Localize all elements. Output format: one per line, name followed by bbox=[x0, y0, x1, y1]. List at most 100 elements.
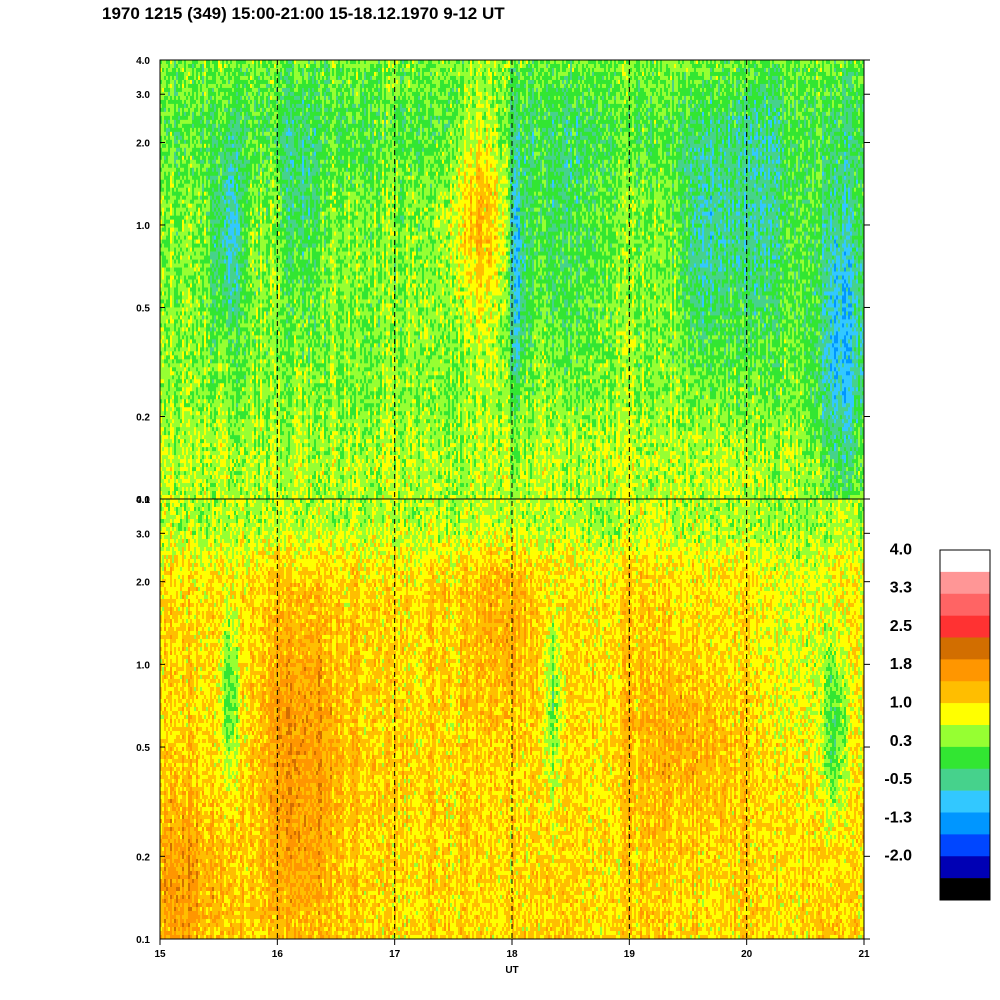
heatmap-cell bbox=[298, 411, 300, 415]
heatmap-cell bbox=[250, 467, 252, 479]
heatmap-cell bbox=[204, 367, 206, 375]
heatmap-cell bbox=[178, 152, 180, 156]
heatmap-cell bbox=[302, 291, 304, 295]
heatmap-cell bbox=[290, 192, 292, 200]
heatmap-cell bbox=[202, 236, 204, 248]
heatmap-cell bbox=[176, 64, 178, 68]
heatmap-cell bbox=[314, 431, 316, 439]
heatmap-cell bbox=[262, 463, 264, 475]
heatmap-cell bbox=[244, 168, 246, 172]
heatmap-cell bbox=[314, 367, 316, 375]
heatmap-cell bbox=[290, 76, 292, 92]
heatmap-cell bbox=[226, 256, 228, 260]
heatmap-cell bbox=[312, 395, 314, 423]
heatmap-cell bbox=[208, 375, 210, 379]
heatmap-cell bbox=[230, 120, 232, 132]
heatmap-cell bbox=[212, 236, 214, 244]
heatmap-cell bbox=[188, 232, 190, 236]
heatmap-cell bbox=[178, 200, 180, 204]
heatmap-cell bbox=[220, 140, 222, 148]
heatmap-cell bbox=[272, 100, 274, 108]
heatmap-cell bbox=[184, 204, 186, 208]
heatmap-cell bbox=[216, 487, 218, 491]
heatmap-cell bbox=[322, 315, 324, 319]
heatmap-cell bbox=[224, 236, 226, 240]
heatmap-cell bbox=[296, 256, 298, 264]
heatmap-cell bbox=[278, 327, 280, 331]
heatmap-cell bbox=[252, 84, 254, 92]
heatmap-cell bbox=[224, 447, 226, 451]
heatmap-cell bbox=[220, 319, 222, 323]
heatmap-cell bbox=[214, 204, 216, 208]
heatmap-cell bbox=[254, 407, 256, 415]
heatmap-cell bbox=[216, 491, 218, 499]
heatmap-cell bbox=[320, 60, 322, 72]
heatmap-cell bbox=[266, 172, 268, 176]
heatmap-cell bbox=[190, 76, 192, 80]
heatmap-cell bbox=[300, 236, 302, 240]
heatmap-cell bbox=[176, 487, 178, 491]
heatmap-cell bbox=[224, 140, 226, 144]
heatmap-cell bbox=[214, 84, 216, 92]
heatmap-cell bbox=[256, 343, 258, 347]
heatmap-cell bbox=[172, 100, 174, 104]
heatmap-cell bbox=[292, 351, 294, 375]
heatmap-cell bbox=[198, 487, 200, 491]
heatmap-cell bbox=[218, 395, 220, 399]
heatmap-cell bbox=[270, 375, 272, 391]
heatmap-cell bbox=[292, 491, 294, 499]
heatmap-cell bbox=[282, 204, 284, 208]
heatmap-cell bbox=[182, 200, 184, 204]
heatmap-cell bbox=[260, 144, 262, 148]
heatmap-cell bbox=[286, 132, 288, 136]
heatmap-cell bbox=[190, 359, 192, 363]
heatmap-cell bbox=[196, 196, 198, 200]
heatmap-cell bbox=[168, 479, 170, 483]
heatmap-cell bbox=[240, 252, 242, 264]
heatmap-cell bbox=[274, 395, 276, 399]
heatmap-cell bbox=[304, 220, 306, 224]
heatmap-cell bbox=[186, 383, 188, 387]
heatmap-cell bbox=[294, 479, 296, 487]
heatmap-cell bbox=[252, 467, 254, 471]
heatmap-cell bbox=[232, 76, 234, 84]
heatmap-cell bbox=[302, 116, 304, 120]
heatmap-cell bbox=[166, 176, 168, 204]
heatmap-cell bbox=[318, 327, 320, 331]
heatmap-cell bbox=[266, 467, 268, 471]
heatmap-cell bbox=[192, 204, 194, 216]
heatmap-cell bbox=[196, 367, 198, 371]
heatmap-cell bbox=[268, 407, 270, 419]
heatmap-cell bbox=[178, 303, 180, 307]
heatmap-cell bbox=[162, 379, 164, 383]
heatmap-cell bbox=[296, 351, 298, 355]
heatmap-cell bbox=[224, 220, 226, 228]
heatmap-cell bbox=[232, 192, 234, 200]
heatmap-cell bbox=[264, 435, 266, 451]
heatmap-cell bbox=[242, 188, 244, 192]
heatmap-cell bbox=[286, 467, 288, 491]
heatmap-cell bbox=[284, 180, 286, 184]
heatmap-cell bbox=[262, 327, 264, 331]
heatmap-cell bbox=[166, 64, 168, 68]
heatmap-cell bbox=[244, 439, 246, 443]
heatmap-cell bbox=[272, 220, 274, 224]
heatmap-cell bbox=[236, 172, 238, 184]
heatmap-cell bbox=[182, 439, 184, 443]
heatmap-cell bbox=[230, 164, 232, 172]
heatmap-cell bbox=[204, 152, 206, 156]
heatmap-cell bbox=[176, 132, 178, 136]
heatmap-cell bbox=[250, 319, 252, 323]
heatmap-cell bbox=[294, 303, 296, 307]
heatmap-cell bbox=[210, 116, 212, 120]
heatmap-cell bbox=[244, 96, 246, 104]
heatmap-cell bbox=[240, 327, 242, 335]
heatmap-cell bbox=[162, 451, 164, 455]
heatmap-cell bbox=[188, 375, 190, 387]
heatmap-cell bbox=[300, 331, 302, 335]
heatmap-cell bbox=[312, 140, 314, 144]
heatmap-cell bbox=[298, 319, 300, 323]
heatmap-cell bbox=[168, 112, 170, 116]
heatmap-cell bbox=[248, 152, 250, 160]
heatmap-cell bbox=[216, 212, 218, 216]
